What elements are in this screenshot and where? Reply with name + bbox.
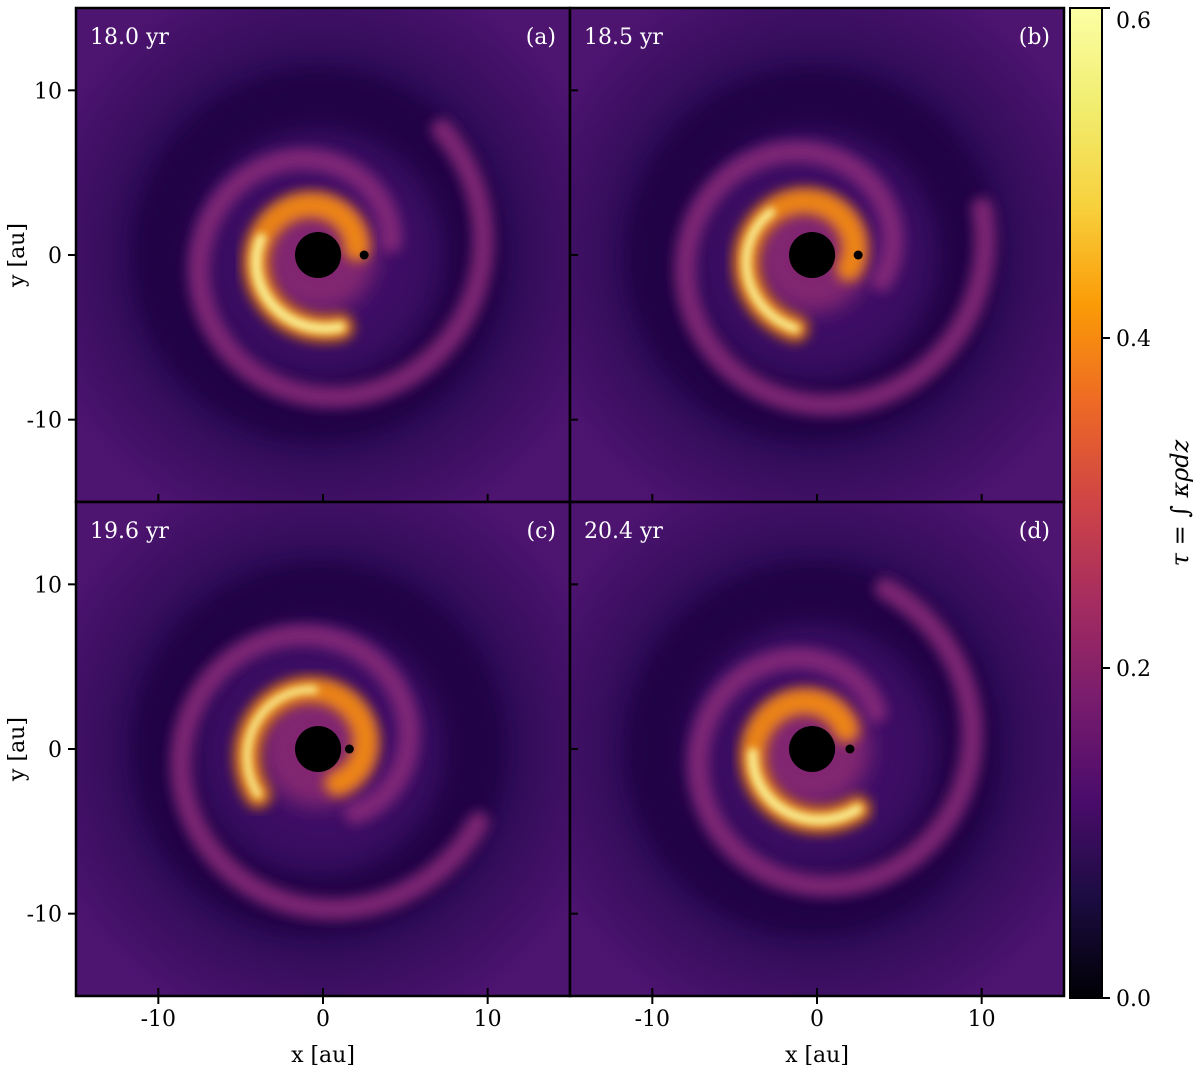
y-tick-label: 10 <box>34 573 62 598</box>
panel-a: 18.0 yr (a) <box>74 6 572 504</box>
time-label: 20.4 yr <box>584 519 663 544</box>
companion-star <box>845 744 855 754</box>
x-tick-label: 0 <box>316 1007 330 1032</box>
colorbar-ticks: 0.6 0.4 0.2 0.0 <box>1102 7 1151 1012</box>
colorbar-label: τ = ∫ κρdz <box>1166 439 1194 566</box>
x-tick-label: 10 <box>968 1007 996 1032</box>
colorbar-tick-label: 0.2 <box>1116 657 1151 682</box>
axes-layer: 10 0 -10 y [au] -10 0 10 10 0 -10 x [au] y [au] -10 0… <box>5 79 996 1068</box>
y-tick-label: 10 <box>34 79 62 104</box>
colorbar-tick-label: 0.4 <box>1116 327 1151 352</box>
spiral-arm <box>170 624 490 921</box>
x-axis-label: x [au] <box>291 1043 355 1068</box>
panel-c: 19.6 yr (c) <box>74 500 572 998</box>
x-tick-label: -10 <box>141 1007 176 1032</box>
companion-star <box>853 250 863 260</box>
y-tick-label: -10 <box>27 903 62 928</box>
spiral-arm <box>674 140 997 416</box>
colorbar-tick-label: 0.0 <box>1116 987 1151 1012</box>
colorbar-gradient <box>1069 7 1103 999</box>
time-label: 18.5 yr <box>584 25 663 50</box>
x-tick-label: 0 <box>810 1007 824 1032</box>
y-axis-label: y [au] <box>5 717 30 782</box>
time-label: 18.0 yr <box>90 25 169 50</box>
x-axis-label: x [au] <box>785 1043 849 1068</box>
central-star <box>295 725 342 773</box>
panel-b: 18.5 yr (b) <box>568 6 1066 504</box>
bright-arc-core <box>243 685 319 799</box>
y-tick-label: -10 <box>27 409 62 434</box>
y-tick-label: 0 <box>48 738 62 763</box>
panel-d: 20.4 yr (d) <box>568 500 1066 998</box>
companion-star <box>344 744 354 754</box>
panel-letter: (d) <box>1019 519 1050 544</box>
bright-arc-core <box>251 233 346 334</box>
colorbar-tick-label: 0.6 <box>1116 9 1151 34</box>
bright-arc-core <box>741 207 800 333</box>
time-label: 19.6 yr <box>90 519 169 544</box>
x-tick-label: 10 <box>474 1007 502 1032</box>
panel-letter: (b) <box>1019 25 1050 50</box>
panel-letter: (a) <box>526 25 556 50</box>
companion-star <box>359 250 369 260</box>
x-tick-label: -10 <box>635 1007 670 1032</box>
central-star <box>789 725 836 773</box>
spiral-arm <box>188 118 495 409</box>
colorbar: 0.6 0.4 0.2 0.0 τ = ∫ κρdz <box>1069 7 1194 1012</box>
panel-letter: (c) <box>527 519 557 544</box>
central-star <box>789 231 836 279</box>
spiral-arm <box>687 577 984 897</box>
central-star <box>295 231 342 279</box>
bright-arc-core <box>747 747 863 825</box>
panels-layer: 18.0 yr (a) 18.5 yr (b) 19.6 yr (c) 20.4 yr (d) <box>74 6 1066 998</box>
y-tick-label: 0 <box>48 244 62 269</box>
y-axis-label: y [au] <box>5 223 30 288</box>
